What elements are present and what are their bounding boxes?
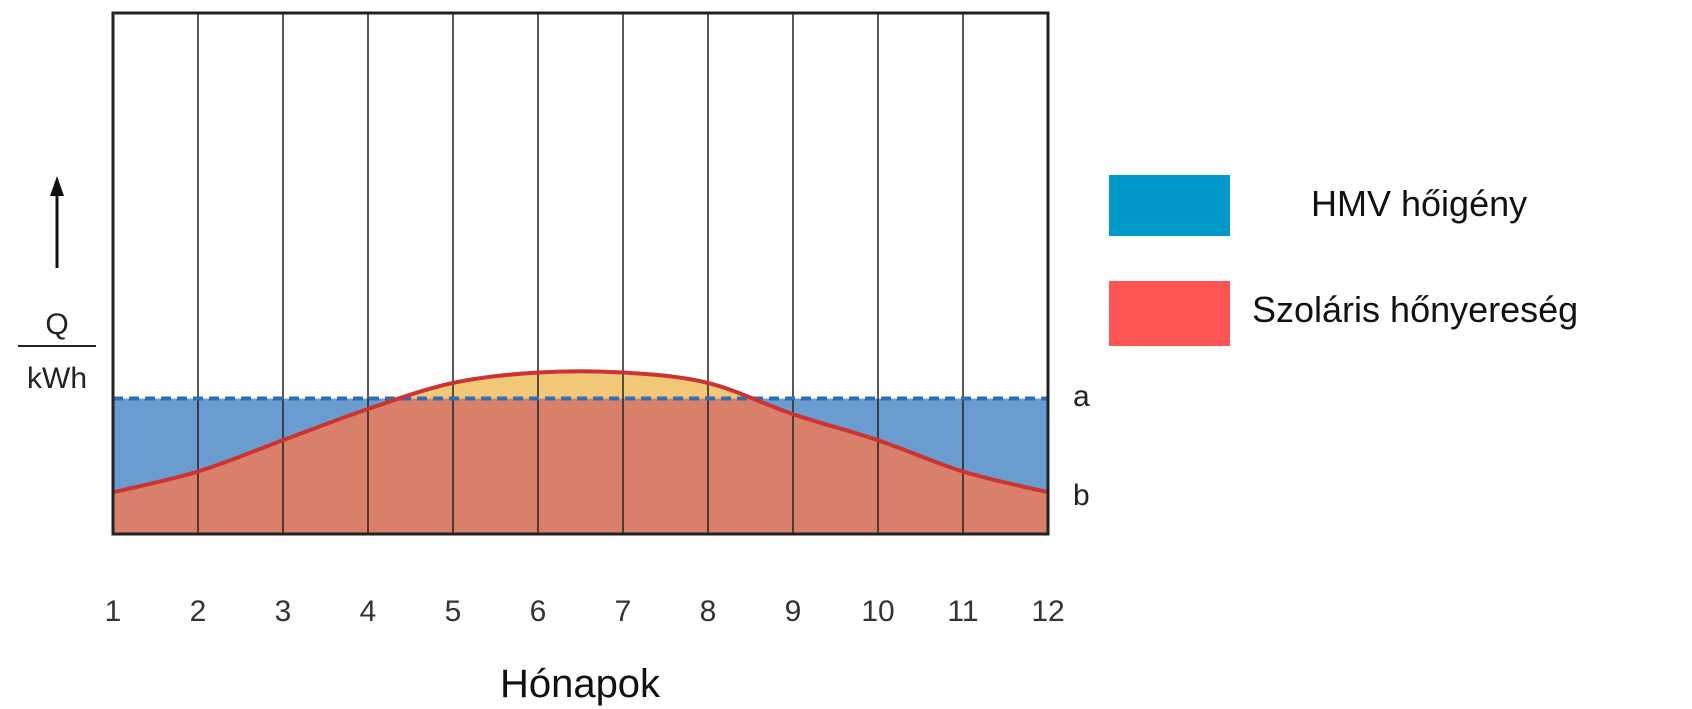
y-axis-arrow-head (50, 176, 64, 196)
x-tick-label: 4 (360, 595, 377, 628)
x-tick-label: 12 (1031, 595, 1064, 628)
legend-label-solar: Szoláris hőnyereség (1252, 289, 1578, 330)
x-axis-title: Hónapok (500, 662, 661, 706)
legend-swatch-solar (1109, 281, 1230, 346)
grid-lines (112, 13, 1049, 534)
demand-curve-label: a (1073, 380, 1090, 413)
y-unit-denominator: kWh (27, 362, 87, 395)
x-tick-label: 9 (785, 595, 802, 628)
plot-area (113, 371, 1048, 534)
legend: HMV hőigény Szoláris hőnyereség (1109, 175, 1578, 346)
solar-curve-label: b (1073, 479, 1090, 512)
x-tick-label: 7 (615, 595, 632, 628)
solar-area (113, 398, 1048, 534)
solar-curve-line (112, 369, 1049, 495)
x-tick-labels: 1 2 3 4 5 6 7 8 9 10 11 12 (105, 595, 1065, 628)
x-tick-label: 1 (105, 595, 122, 628)
x-tick-label: 8 (700, 595, 717, 628)
legend-label-hmv: HMV hőigény (1311, 183, 1527, 224)
y-unit-numerator: Q (45, 308, 68, 341)
x-tick-label: 10 (861, 595, 894, 628)
x-tick-label: 6 (530, 595, 547, 628)
x-tick-label: 11 (947, 595, 978, 628)
x-tick-label: 3 (275, 595, 292, 628)
x-tick-label: 2 (190, 595, 207, 628)
plot-frame (111, 11, 1050, 536)
legend-swatch-hmv (1109, 175, 1230, 236)
x-tick-label: 5 (445, 595, 462, 628)
